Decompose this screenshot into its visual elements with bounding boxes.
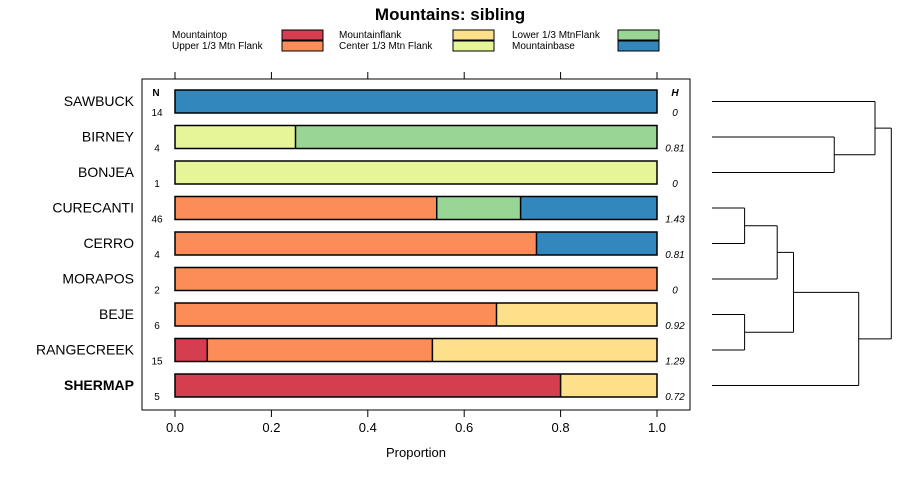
x-tick-label: 0.4 bbox=[359, 420, 377, 435]
bar-segment bbox=[175, 161, 657, 184]
bar-segment bbox=[175, 374, 561, 397]
h-value: 0 bbox=[672, 108, 678, 119]
x-axis-label: Proportion bbox=[386, 445, 446, 460]
bar-segment bbox=[175, 267, 657, 291]
h-value: 0.72 bbox=[665, 392, 685, 403]
legend-label: Mountaintop bbox=[172, 30, 227, 41]
x-tick-label: 0.8 bbox=[552, 420, 570, 435]
bar-outline bbox=[174, 373, 658, 398]
n-value: 14 bbox=[151, 108, 163, 119]
legend-label: Center 1/3 Mtn Flank bbox=[339, 41, 433, 52]
bar-segment bbox=[175, 196, 437, 220]
bar-segment bbox=[175, 232, 537, 255]
n-value: 1 bbox=[154, 179, 160, 190]
h-value: 0 bbox=[672, 179, 678, 190]
n-header: N bbox=[152, 88, 159, 99]
bar-segment bbox=[175, 125, 296, 149]
h-value: 0 bbox=[672, 286, 678, 297]
h-value: 1.29 bbox=[665, 357, 685, 368]
bar-segment bbox=[496, 303, 657, 326]
n-value: 6 bbox=[154, 321, 160, 332]
row-label: CURECANTI bbox=[52, 200, 134, 216]
legend-swatch bbox=[617, 40, 660, 52]
n-value: 46 bbox=[151, 215, 163, 226]
bar-outline bbox=[174, 124, 658, 150]
n-value: 4 bbox=[154, 250, 160, 261]
n-value: 5 bbox=[154, 392, 160, 403]
legend-label: Mountainflank bbox=[339, 30, 402, 41]
legend-swatch bbox=[452, 40, 495, 52]
bar-segment bbox=[520, 196, 657, 220]
x-tick-label: 0.2 bbox=[262, 420, 280, 435]
bar-segment bbox=[536, 232, 657, 255]
bar-outline bbox=[174, 337, 658, 363]
bar-segment bbox=[175, 90, 657, 113]
h-value: 0.81 bbox=[665, 144, 684, 155]
row-label: SAWBUCK bbox=[64, 93, 135, 109]
h-value: 0.92 bbox=[665, 321, 685, 332]
bar-outline bbox=[174, 266, 658, 292]
h-header: H bbox=[671, 88, 679, 99]
row-label: RANGECREEK bbox=[36, 342, 135, 358]
bar-segment bbox=[175, 303, 497, 326]
n-value: 15 bbox=[151, 357, 163, 368]
bar-segment bbox=[432, 338, 657, 362]
legend-swatch bbox=[281, 40, 324, 52]
x-tick-label: 1.0 bbox=[648, 420, 666, 435]
legend-swatch bbox=[617, 29, 660, 41]
bar-segment bbox=[560, 374, 657, 397]
x-tick-label: 0.6 bbox=[455, 420, 473, 435]
plot-frame bbox=[141, 78, 691, 411]
bar-segment bbox=[436, 196, 521, 220]
dendrogram bbox=[712, 101, 892, 386]
bar-segment bbox=[295, 125, 657, 149]
bar-outline bbox=[174, 160, 658, 185]
h-value: 0.81 bbox=[665, 250, 684, 261]
row-label: BONJEA bbox=[78, 164, 135, 180]
legend-label: Lower 1/3 MtnFlank bbox=[512, 30, 601, 41]
bar-segment bbox=[207, 338, 433, 362]
bar-outline bbox=[174, 89, 658, 114]
n-value: 4 bbox=[154, 144, 160, 155]
legend-label: Mountainbase bbox=[512, 41, 575, 52]
row-label: CERRO bbox=[83, 235, 134, 251]
legend-swatch bbox=[281, 29, 324, 41]
row-label: BIRNEY bbox=[82, 129, 135, 145]
h-value: 1.43 bbox=[665, 215, 685, 226]
row-label: BEJE bbox=[99, 306, 134, 322]
bar-outline bbox=[174, 231, 658, 256]
x-axis: 0.0 0.2 0.4 0.6 0.8 1.0 bbox=[166, 72, 666, 435]
bar-outline bbox=[174, 195, 658, 221]
bars bbox=[174, 89, 658, 398]
x-tick-label: 0.0 bbox=[166, 420, 184, 435]
bar-outline bbox=[174, 302, 658, 327]
n-value: 2 bbox=[154, 286, 160, 297]
row-label: SHERMAP bbox=[64, 377, 134, 393]
row-label: MORAPOS bbox=[62, 271, 134, 287]
bar-segment bbox=[175, 338, 208, 362]
chart-title: Mountains: sibling bbox=[375, 5, 525, 24]
legend-label: Upper 1/3 Mtn Flank bbox=[172, 41, 264, 52]
legend-swatch bbox=[452, 29, 495, 41]
